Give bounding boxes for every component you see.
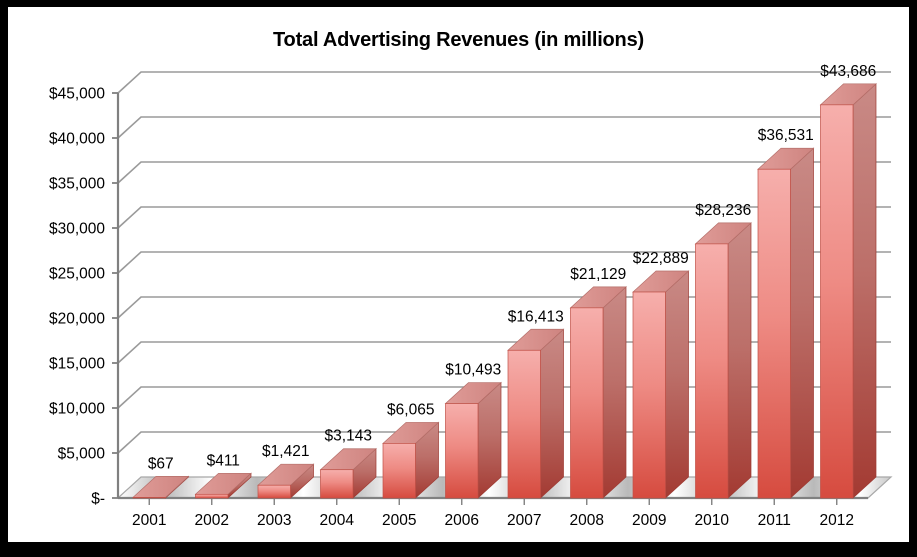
gridline	[117, 116, 891, 139]
bar-front-face	[507, 349, 541, 499]
chart-frame: Total Advertising Revenues (in millions)	[8, 7, 909, 542]
gridline	[117, 206, 891, 229]
bar-front-face	[570, 307, 604, 499]
axes	[112, 92, 868, 505]
x-axis-category-label: 2010	[695, 512, 730, 529]
bar-side-face	[790, 147, 814, 499]
y-axis-tick-label: $35,000	[49, 176, 105, 193]
x-axis-category-label: 2001	[132, 512, 166, 529]
gridline	[117, 71, 891, 94]
y-axis-tick-label: $20,000	[49, 311, 105, 328]
bar-value-label: $43,686	[820, 63, 876, 80]
x-axis-category-label: 2011	[758, 512, 791, 529]
chart-title: Total Advertising Revenues (in millions)	[273, 29, 644, 51]
bar-front-face	[632, 291, 666, 499]
bar-value-label: $6,065	[387, 401, 434, 418]
bar-column	[257, 463, 315, 499]
bar-value-label: $3,143	[325, 428, 372, 445]
gridline	[117, 161, 891, 184]
gridline	[117, 251, 891, 274]
bar-value-label: $67	[148, 455, 174, 472]
bar-front-face	[445, 403, 479, 499]
bar-side-face	[602, 286, 627, 499]
y-axis-tick-label: $10,000	[49, 401, 105, 418]
bar-value-label: $36,531	[758, 127, 814, 144]
x-axis-category-label: 2006	[445, 512, 479, 529]
bar-column	[569, 286, 627, 499]
bar-side-face	[727, 222, 752, 499]
bar-value-label: $1,421	[262, 443, 309, 460]
bar-series	[132, 83, 877, 499]
x-axis-category-label: 2007	[507, 512, 541, 529]
x-axis-category-label: 2003	[257, 512, 291, 529]
bar-column	[507, 328, 565, 499]
x-axis-category-labels: 2001 2002 2003 2004 2005 2006 2007 2008 2009 2010…	[132, 512, 854, 529]
bar-column	[382, 421, 440, 499]
bar-column	[694, 222, 752, 499]
bar-column	[319, 447, 377, 499]
y-axis-tick-label: $25,000	[49, 266, 105, 283]
bar-front-face	[820, 104, 854, 499]
bar-column	[194, 472, 252, 499]
x-axis-category-label: 2002	[195, 512, 229, 529]
x-axis-category-label: 2005	[382, 512, 416, 529]
bar-column	[632, 270, 690, 499]
bar-value-label: $411	[207, 452, 240, 469]
bar-value-label: $10,493	[445, 362, 501, 379]
bar-front-face	[195, 493, 229, 499]
bar-front-face	[320, 469, 354, 499]
bar-value-label: $28,236	[695, 202, 751, 219]
x-axis-category-label: 2012	[820, 512, 854, 529]
bar-column	[757, 147, 815, 499]
bar-chart-plot: $- $5,000 $10,000 $15,000 $20,000 $25,000 $30,…	[49, 63, 893, 529]
bar-front-face	[132, 497, 166, 499]
y-axis-labels: $- $5,000 $10,000 $15,000 $20,000 $25,000 $30,…	[49, 86, 105, 508]
bar-front-face	[382, 443, 416, 499]
x-axis-category-label: 2008	[570, 512, 604, 529]
bar-column	[444, 381, 502, 499]
bar-value-label: $22,889	[633, 250, 689, 267]
bar-value-labels: $67 $411 $1,421 $3,143 $6,065 $10,493 $16,413 $…	[148, 63, 876, 473]
bar-side-face	[665, 270, 689, 499]
bar-front-face	[695, 243, 729, 499]
y-axis-tick-label: $5,000	[58, 446, 106, 463]
x-axis-category-label: 2004	[320, 512, 355, 529]
bar-side-face	[540, 328, 564, 499]
bar-value-label: $21,129	[570, 266, 626, 283]
y-axis-tick-label: $30,000	[49, 221, 105, 238]
bar-side-face	[852, 83, 877, 499]
bar-front-face	[257, 484, 291, 499]
y-axis-tick-label: $45,000	[49, 86, 105, 103]
bar-column	[819, 83, 877, 499]
bar-front-face	[757, 168, 791, 499]
bar-value-label: $16,413	[508, 308, 564, 325]
y-axis-tick-label: $15,000	[49, 356, 105, 373]
bar-column	[132, 475, 190, 499]
x-axis-category-label: 2009	[632, 512, 666, 529]
y-axis-tick-label: $-	[91, 491, 105, 508]
y-axis-tick-label: $40,000	[49, 131, 105, 148]
